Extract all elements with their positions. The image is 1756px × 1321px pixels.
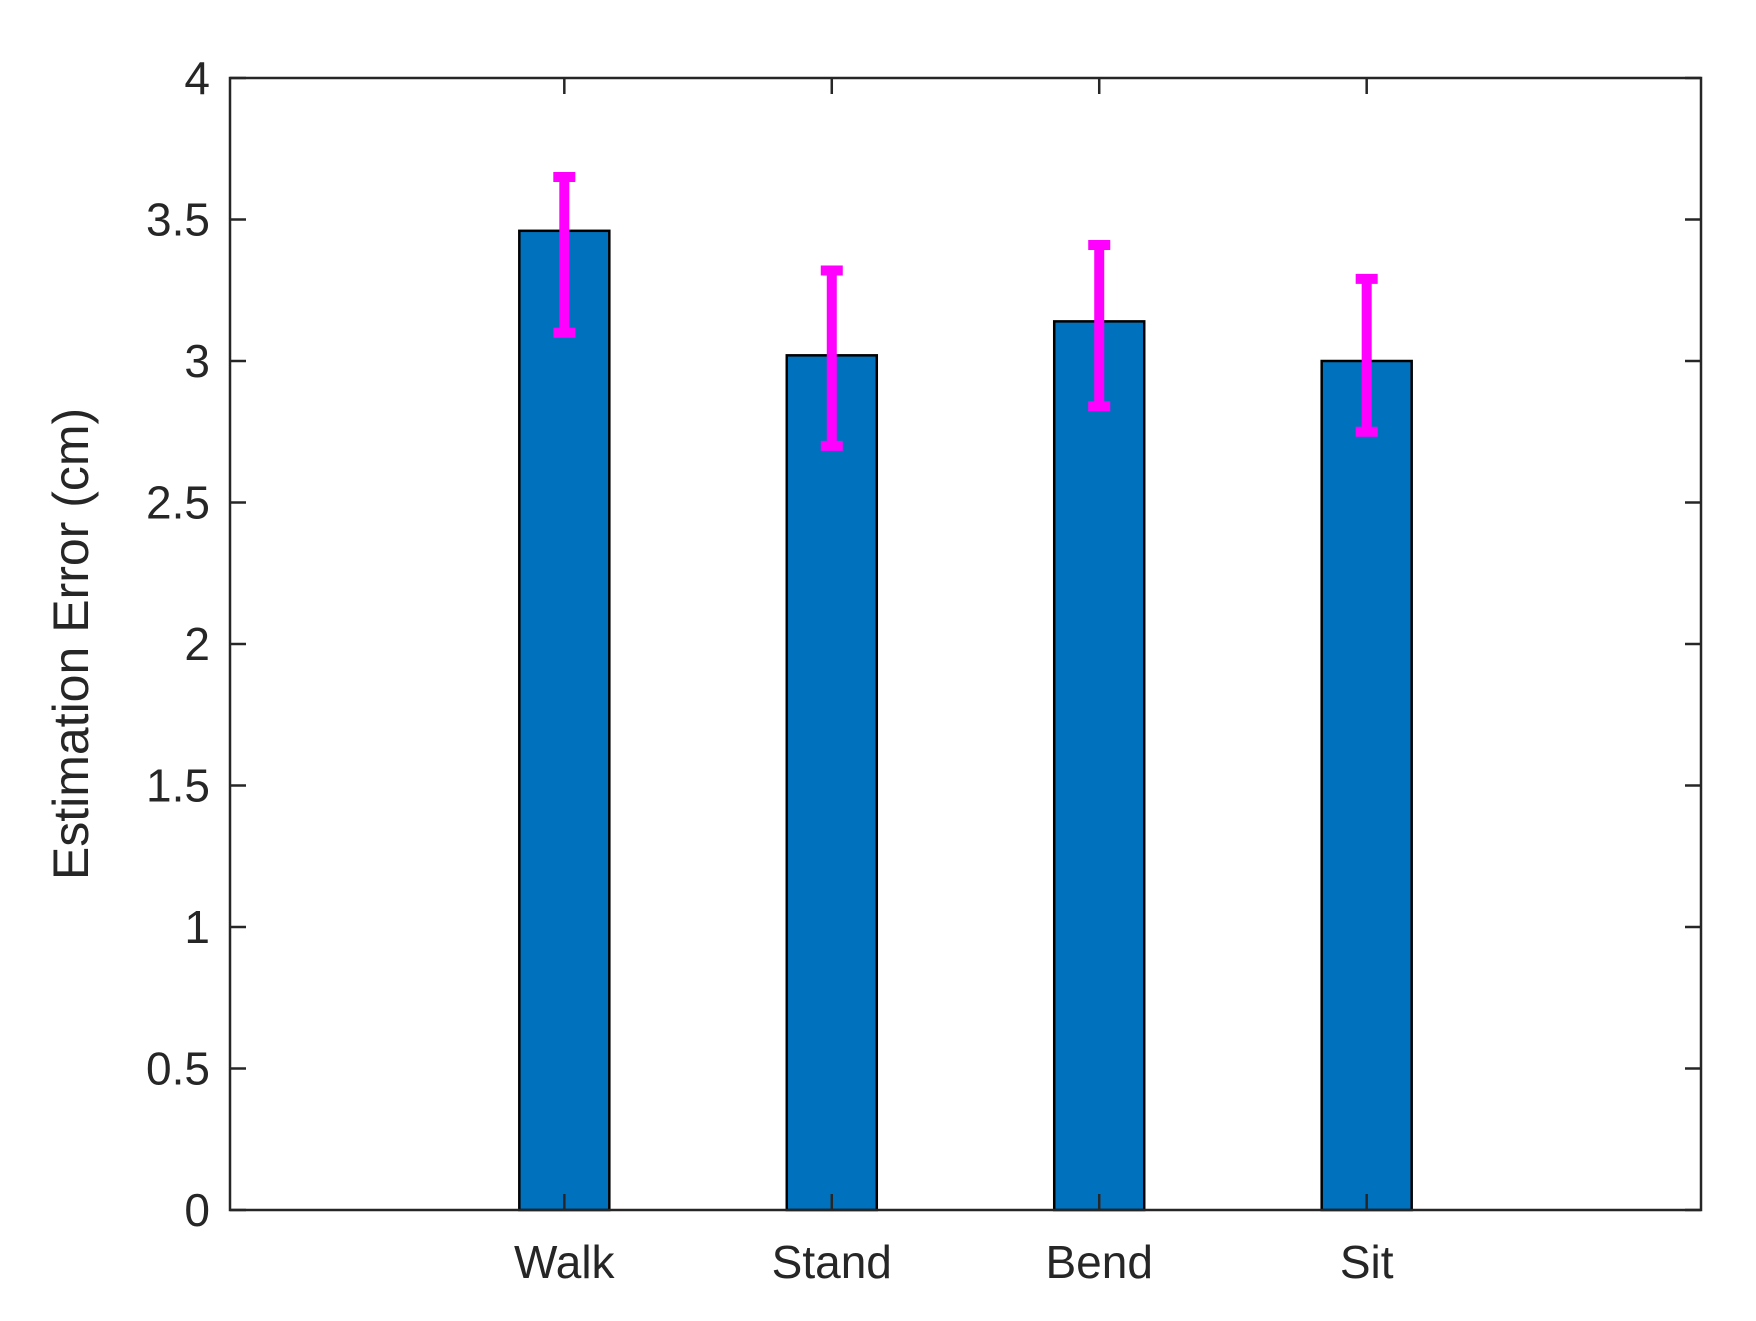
y-tick-label: 0 bbox=[184, 1184, 210, 1236]
y-tick-label: 0.5 bbox=[146, 1043, 210, 1095]
bar-stand bbox=[785, 354, 879, 1212]
y-tick-label: 4 bbox=[184, 52, 210, 104]
y-tick-label: 2 bbox=[184, 618, 210, 670]
y-tick-labels: 0 0.5 1 1.5 2 2.5 3 3.5 4 bbox=[146, 52, 210, 1236]
bar-bend bbox=[1052, 320, 1146, 1212]
axis-ticks-layer bbox=[230, 76, 1701, 1212]
x-tick-label-bend: Bend bbox=[1046, 1236, 1153, 1288]
y-axis-label: Estimation Error (cm) bbox=[43, 408, 99, 880]
x-tick-labels: Walk Stand Bend Sit bbox=[514, 1236, 1394, 1288]
y-tick-label: 3.5 bbox=[146, 194, 210, 246]
error-bar-walk bbox=[553, 172, 576, 338]
bar-sit bbox=[1320, 359, 1413, 1212]
x-tick-label-sit: Sit bbox=[1340, 1236, 1394, 1288]
error-bar-bend bbox=[1088, 239, 1111, 412]
y-tick-label: 1 bbox=[184, 901, 210, 953]
x-tick-label-stand: Stand bbox=[772, 1236, 892, 1288]
error-bar-stand bbox=[820, 265, 843, 451]
bar-walk bbox=[518, 229, 611, 1212]
y-tick-label: 2.5 bbox=[146, 477, 210, 529]
y-tick-label: 1.5 bbox=[146, 760, 210, 812]
error-bars-layer bbox=[553, 172, 1378, 451]
error-bar-sit bbox=[1355, 273, 1378, 437]
x-tick-label-walk: Walk bbox=[514, 1236, 616, 1288]
bars-layer bbox=[518, 229, 1413, 1212]
y-tick-label: 3 bbox=[184, 335, 210, 387]
